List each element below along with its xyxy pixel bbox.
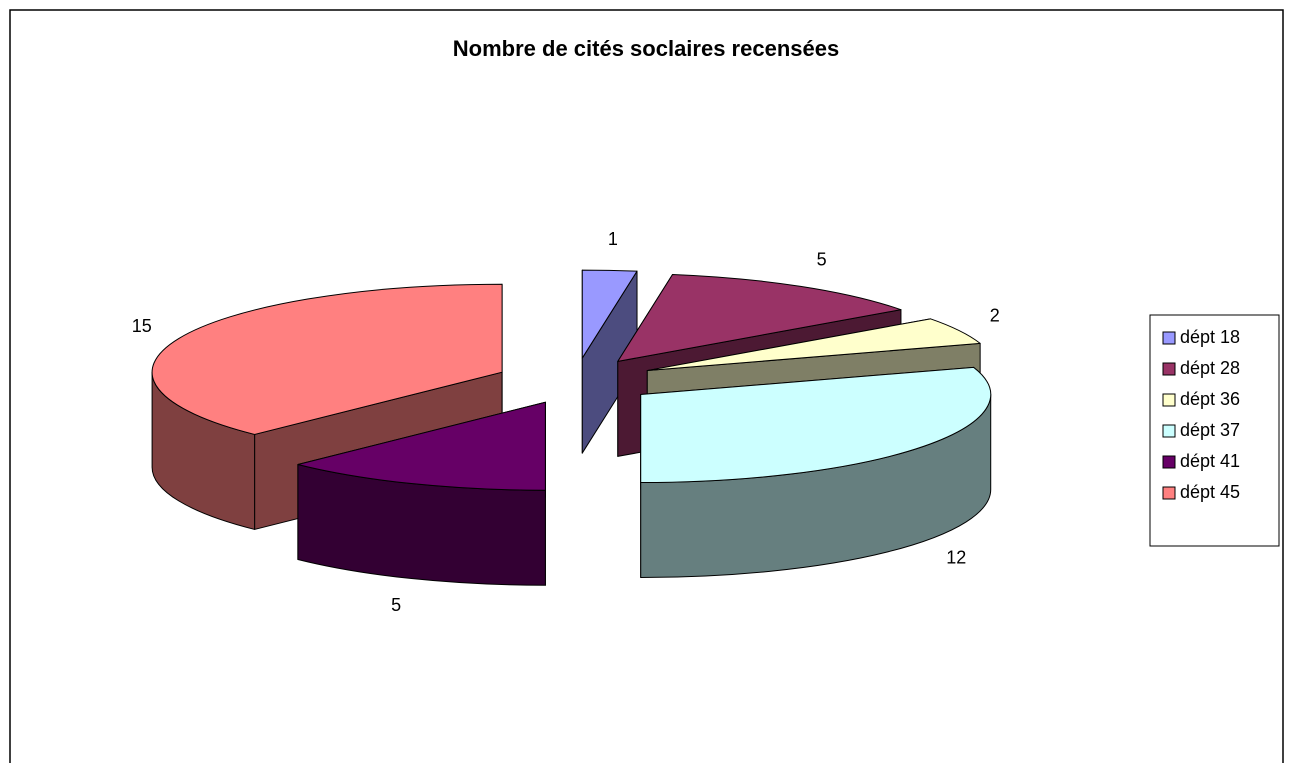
legend-swatch bbox=[1162, 393, 1176, 407]
legend-label: dépt 36 bbox=[1180, 389, 1240, 409]
legend-label: dépt 37 bbox=[1180, 420, 1240, 440]
legend-label: dépt 18 bbox=[1180, 327, 1240, 347]
slice bbox=[640, 366, 992, 484]
legend-label: dépt 28 bbox=[1180, 358, 1240, 378]
slice bbox=[581, 269, 638, 359]
legend-label: dépt 45 bbox=[1180, 482, 1240, 502]
slice bbox=[617, 273, 902, 362]
legend-swatch bbox=[1162, 331, 1176, 345]
data-label: 2 bbox=[990, 306, 1000, 326]
legend-swatch bbox=[1162, 455, 1176, 469]
legend-swatch bbox=[1162, 424, 1176, 438]
slice bbox=[297, 401, 546, 491]
chart-title: Nombre de cités soclaires recensées bbox=[453, 36, 839, 61]
legend-swatch bbox=[1162, 362, 1176, 376]
data-label: 5 bbox=[391, 595, 401, 615]
legend-label: dépt 41 bbox=[1180, 451, 1240, 471]
slice bbox=[646, 318, 981, 372]
slice bbox=[151, 283, 503, 435]
data-label: 15 bbox=[132, 316, 152, 336]
legend-swatch bbox=[1162, 486, 1176, 500]
data-label: 12 bbox=[946, 548, 966, 568]
data-label: 5 bbox=[817, 250, 827, 270]
data-label: 1 bbox=[608, 229, 618, 249]
